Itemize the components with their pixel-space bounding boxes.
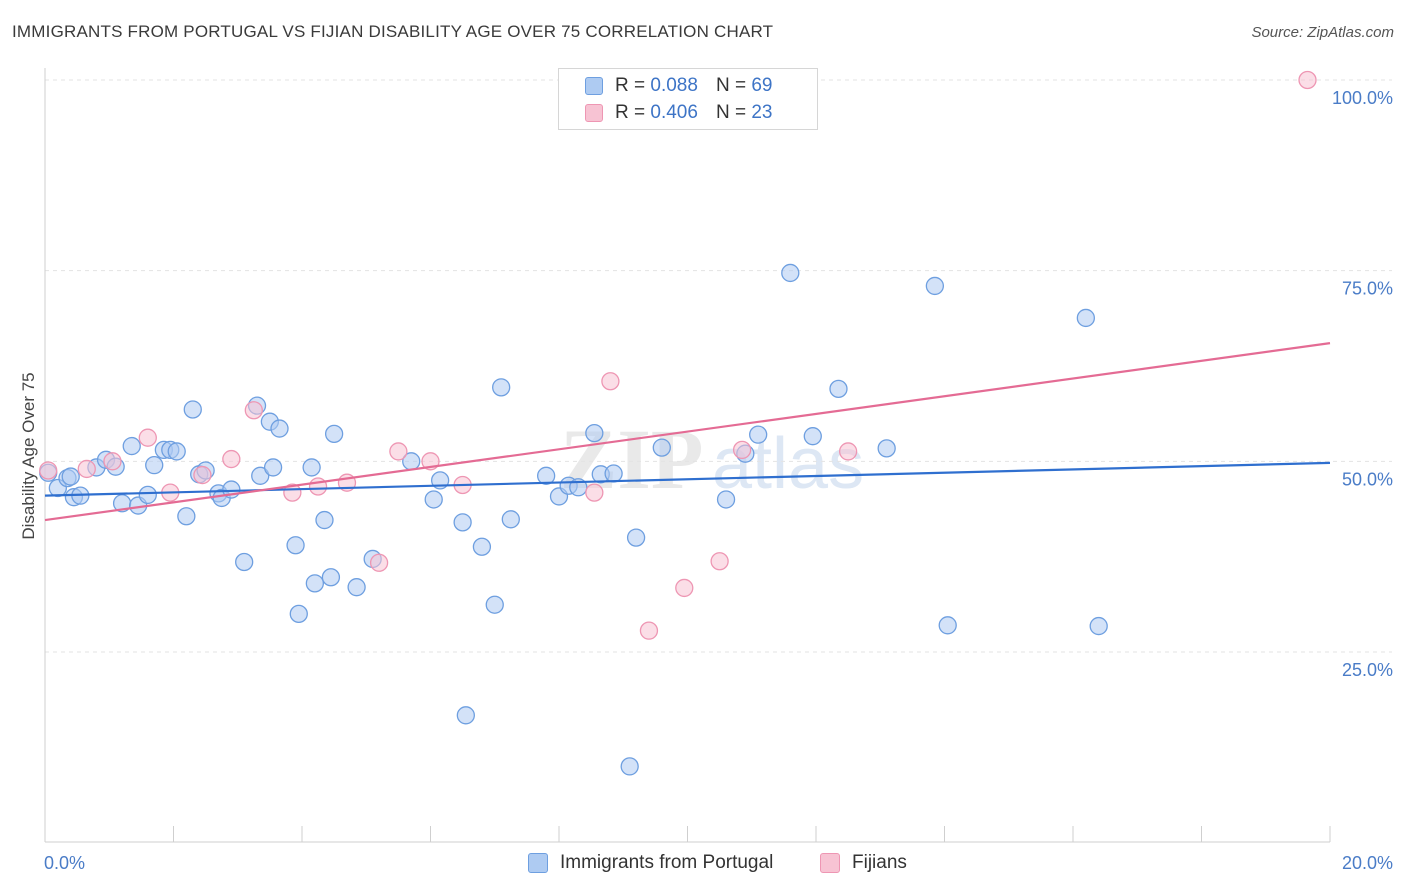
source-credit: Source: ZipAtlas.com: [1251, 24, 1394, 41]
portugal-point: [251, 466, 270, 485]
trend-lines: [44, 342, 1331, 522]
portugal-point: [122, 436, 141, 456]
legend-item-portugal: Immigrants from Portugal: [528, 852, 773, 874]
legend-row-portugal: R = 0.088 N = 69: [585, 73, 772, 99]
portugal-point: [620, 757, 639, 776]
portugal-point: [324, 424, 344, 444]
fijians-point: [585, 483, 604, 502]
series-legend: Immigrants from Portugal Fijians: [0, 852, 1406, 878]
portugal-point: [501, 510, 520, 529]
y-tick-label: 50.0%: [1342, 469, 1393, 489]
legend-n-value: 69: [751, 75, 773, 96]
portugal-point: [347, 578, 366, 597]
portugal-point: [286, 536, 305, 555]
fijians-point: [77, 459, 96, 479]
stats-legend: R = 0.088 N = 69 R = 0.406 N = 23: [558, 68, 818, 130]
portugal-point: [652, 438, 671, 457]
portugal-point: [167, 442, 186, 461]
portugal-point: [537, 466, 556, 485]
fijians-point: [103, 452, 122, 471]
x-tick-label: 20.0%: [1342, 853, 1393, 873]
portugal-point: [145, 455, 164, 475]
fijians-point: [838, 442, 858, 461]
fijians-point: [193, 465, 212, 485]
portugal-point: [456, 706, 475, 725]
fijians-point: [389, 442, 408, 461]
watermark-atlas: atlas: [712, 424, 864, 504]
fijians-point: [675, 578, 694, 598]
series-fijians-points: [39, 70, 1317, 640]
legend-r-value: 0.088: [650, 75, 698, 96]
portugal-point: [604, 464, 623, 483]
fijians-point: [601, 372, 620, 391]
portugal-point: [315, 510, 334, 530]
legend-item-fijians: Fijians: [820, 852, 907, 874]
portugal-point: [1089, 616, 1108, 636]
fijians-point: [732, 440, 752, 460]
portugal-point: [424, 490, 443, 509]
portugal-point: [289, 604, 308, 624]
chart-title: IMMIGRANTS FROM PORTUGAL VS FIJIAN DISAB…: [12, 22, 774, 41]
fijians-swatch: [585, 104, 603, 122]
legend-r-label: R =: [615, 75, 646, 96]
legend-n-label: N =: [715, 75, 747, 96]
portugal-point: [302, 458, 321, 477]
fijians-point: [710, 552, 729, 571]
portugal-point: [781, 263, 800, 283]
legend-n-label: N =: [715, 102, 747, 123]
legend-n-value: 23: [751, 102, 773, 123]
fijians-point: [369, 553, 389, 572]
portugal-point: [626, 528, 646, 547]
series-portugal-points: [39, 263, 1108, 776]
portugal-point: [749, 425, 768, 444]
portugal-point: [1076, 308, 1095, 328]
portugal-point: [472, 537, 492, 556]
fijians-point: [222, 449, 241, 469]
y-tick-label: 100.0%: [1332, 88, 1393, 108]
x-tick-labels: 0.0% 20.0%: [44, 853, 1393, 873]
legend-r-label: R =: [615, 102, 646, 123]
portugal-point: [492, 378, 511, 397]
portugal-point: [877, 439, 896, 458]
legend-label-fijians: Fijians: [852, 852, 907, 873]
fijians-legend-swatch: [820, 853, 840, 873]
portugal-point: [485, 595, 504, 614]
axes: [44, 68, 1331, 843]
portugal-swatch: [585, 77, 603, 95]
portugal-point: [61, 467, 80, 486]
watermark: ZIP atlas: [560, 411, 864, 507]
portugal-point: [803, 427, 822, 446]
portugal-point: [177, 507, 196, 526]
portugal-point: [829, 379, 848, 399]
portugal-point: [321, 568, 341, 587]
portugal-point: [183, 400, 202, 419]
portugal-legend-swatch: [528, 853, 548, 873]
portugal-point: [263, 458, 283, 477]
fijians-point: [138, 428, 157, 447]
portugal-point: [585, 423, 604, 443]
portugal-point: [453, 513, 472, 532]
x-tick-label: 0.0%: [44, 853, 85, 873]
legend-label-portugal: Immigrants from Portugal: [560, 852, 774, 873]
portugal-point: [138, 485, 157, 505]
fijians-point: [1298, 70, 1317, 90]
fijians-point: [639, 621, 659, 640]
fijians-point: [244, 401, 263, 420]
y-tick-labels: 25.0% 50.0% 75.0% 100.0%: [1332, 88, 1393, 680]
fijians-point: [39, 461, 58, 480]
portugal-point: [925, 276, 945, 296]
portugal-point: [305, 574, 325, 593]
portugal-point: [938, 616, 957, 635]
fijians-trend-line: [44, 342, 1331, 522]
portugal-point: [235, 552, 254, 572]
y-axis-label: Disability Age Over 75: [19, 372, 38, 539]
y-tick-label: 25.0%: [1342, 660, 1393, 680]
legend-r-value: 0.406: [650, 102, 698, 123]
y-tick-label: 75.0%: [1342, 279, 1393, 299]
portugal-point: [270, 419, 289, 438]
portugal-point: [716, 490, 736, 509]
legend-row-fijians: R = 0.406 N = 23: [585, 100, 772, 126]
